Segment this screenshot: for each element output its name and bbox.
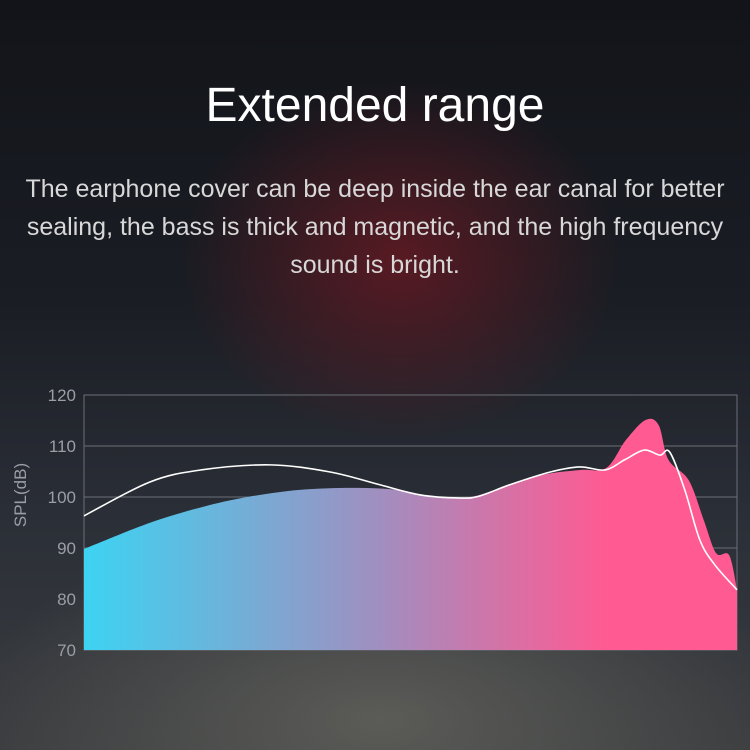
y-tick-label: 110 [49,437,76,456]
y-tick-label: 70 [57,641,76,660]
y-tick-label: 120 [48,386,76,405]
y-tick-label: 100 [48,488,76,507]
y-tick-label: 80 [57,590,76,609]
y-axis-label: SPL(dB) [11,463,30,527]
response-line [83,449,738,591]
description: The earphone cover can be deep inside th… [25,175,725,279]
y-tick-label: 90 [57,539,76,558]
response-area [84,418,737,650]
page-title: Extended range [205,79,545,132]
